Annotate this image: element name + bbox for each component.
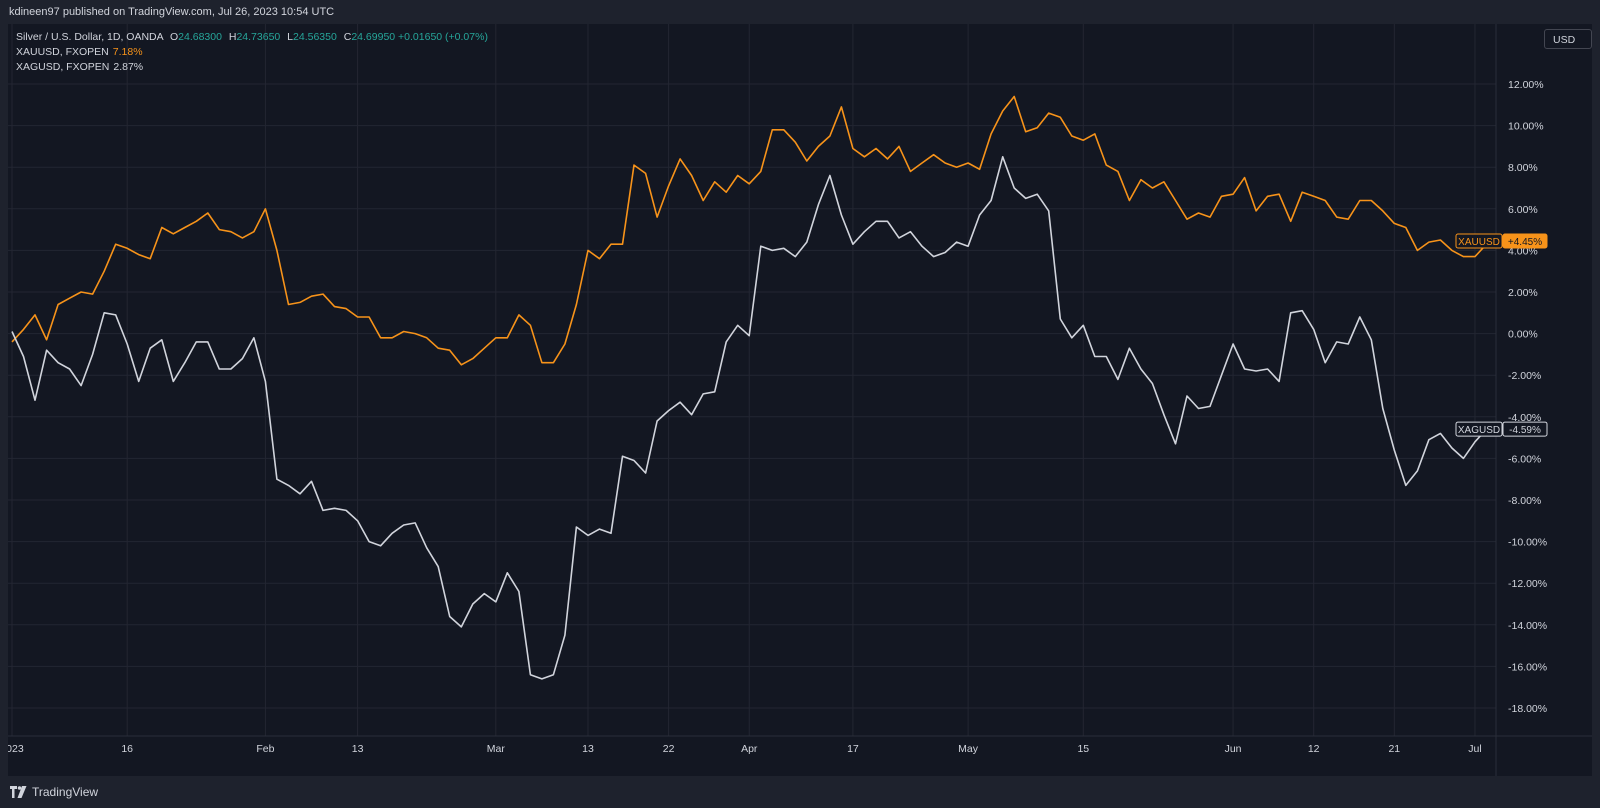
x-tick-label: 13 [582,743,594,755]
series-line-xagusd[interactable] [11,156,1488,680]
chart-pane[interactable]: 12.00% 10.00% 8.00% 6.00% 4.00% 2.00% 0.00% -2.… [8,24,1592,776]
y-tick-label: 6.00% [1508,204,1538,216]
x-tick-label: Jul [1468,743,1481,755]
series-value-label: -4.59% [1509,425,1541,436]
y-tick-label: -4.00% [1508,412,1541,424]
high-value: 24.73650 [236,31,281,43]
series-line-xauusd[interactable] [11,95,1499,366]
badge-xauusd: XAUUSD +4.45% [1455,233,1548,249]
y-tick-label: 2.00% [1508,287,1538,299]
currency-button[interactable]: USD [1544,29,1592,49]
series-badges: XAUUSD +4.45% XAGUSD -4.59% [1455,233,1548,437]
price-scale[interactable]: 12.00%10.00%8.00%6.00%4.00%2.00%0.00%-2.… [1495,24,1547,776]
x-tick-label: 22 [663,743,675,755]
x-tick-label: 16 [121,743,133,755]
publish-header: kdineen97 published on TradingView.com, … [0,0,1600,24]
x-tick-label: Apr [741,743,758,755]
x-tick-label: Feb [256,743,274,755]
grid-lines [8,24,1496,736]
y-tick-label: -2.00% [1508,370,1541,382]
y-tick-label: 0.00% [1508,329,1538,341]
chart-canvas[interactable]: 12.00%10.00%8.00%6.00%4.00%2.00%0.00%-2.… [8,24,1592,776]
x-tick-label: 17 [847,743,859,755]
y-tick-label: 12.00% [1508,79,1544,91]
badge-xagusd: XAGUSD -4.59% [1455,421,1548,437]
x-tick-label: Jun [1225,743,1242,755]
y-tick-label: -18.00% [1508,703,1547,715]
series-name-badge [1455,233,1503,249]
compare-row-xagusd[interactable]: XAGUSD, FXOPEN 2.87% [16,60,488,75]
change-value: +0.01650 (+0.07%) [398,31,488,43]
y-tick-label: -16.00% [1508,661,1547,673]
compare-label: XAUUSD, FXOPEN [16,46,109,58]
x-tick-label: 21 [1388,743,1400,755]
close-label: C [343,31,352,43]
series-name-badge [1455,421,1503,437]
y-tick-label: -8.00% [1508,495,1541,507]
x-tick-label: 13 [352,743,364,755]
compare-value: 7.18% [112,46,143,58]
tradingview-logo[interactable]: TradingView [10,785,98,799]
x-tick-label: 12 [1308,743,1320,755]
x-tick-label: Mar [487,743,506,755]
compare-value: 2.87% [113,61,144,73]
low-value: 24.56350 [293,31,337,43]
y-tick-label: 8.00% [1508,162,1538,174]
series-name-label: XAUUSD [1458,237,1500,248]
chart-legend: Silver / U.S. Dollar, 1D, OANDA O24.6830… [16,30,488,75]
y-tick-label: -12.00% [1508,578,1547,590]
main-symbol-row[interactable]: Silver / U.S. Dollar, 1D, OANDA O24.6830… [16,30,488,45]
open-label: O [169,31,179,43]
footer-bar: TradingView [0,776,1600,808]
compare-row-xauusd[interactable]: XAUUSD, FXOPEN 7.18% [16,45,488,60]
series-layer [11,95,1499,680]
low-label: L [287,31,294,43]
y-tick-label: 10.00% [1508,121,1544,133]
y-tick-label: -6.00% [1508,453,1541,465]
series-name-label: XAGUSD [1458,425,1500,436]
y-tick-label: -14.00% [1508,620,1547,632]
high-label: H [228,31,237,43]
time-scale[interactable]: 2023 16 Feb 13 Mar 13 22 Apr 17 May 15 Jun 12 21 Jul [8,735,1592,755]
x-tick-label: May [958,743,979,755]
series-value-badge [1502,421,1548,437]
series-value-label: +4.45% [1508,237,1542,248]
symbol-title: Silver / U.S. Dollar, 1D, OANDA [16,31,164,43]
y-tick-label: -10.00% [1508,537,1547,549]
close-value: 24.69950 [351,31,396,43]
compare-label: XAGUSD, FXOPEN [16,61,110,73]
series-value-badge [1502,233,1548,249]
published-text: kdineen97 published on TradingView.com, … [9,6,335,18]
x-tick-label: 15 [1077,743,1089,755]
open-value: 24.68300 [178,31,222,43]
tradingview-logo-icon [10,786,27,798]
brand-name: TradingView [32,785,99,799]
x-tick-label: 2023 [8,743,24,755]
